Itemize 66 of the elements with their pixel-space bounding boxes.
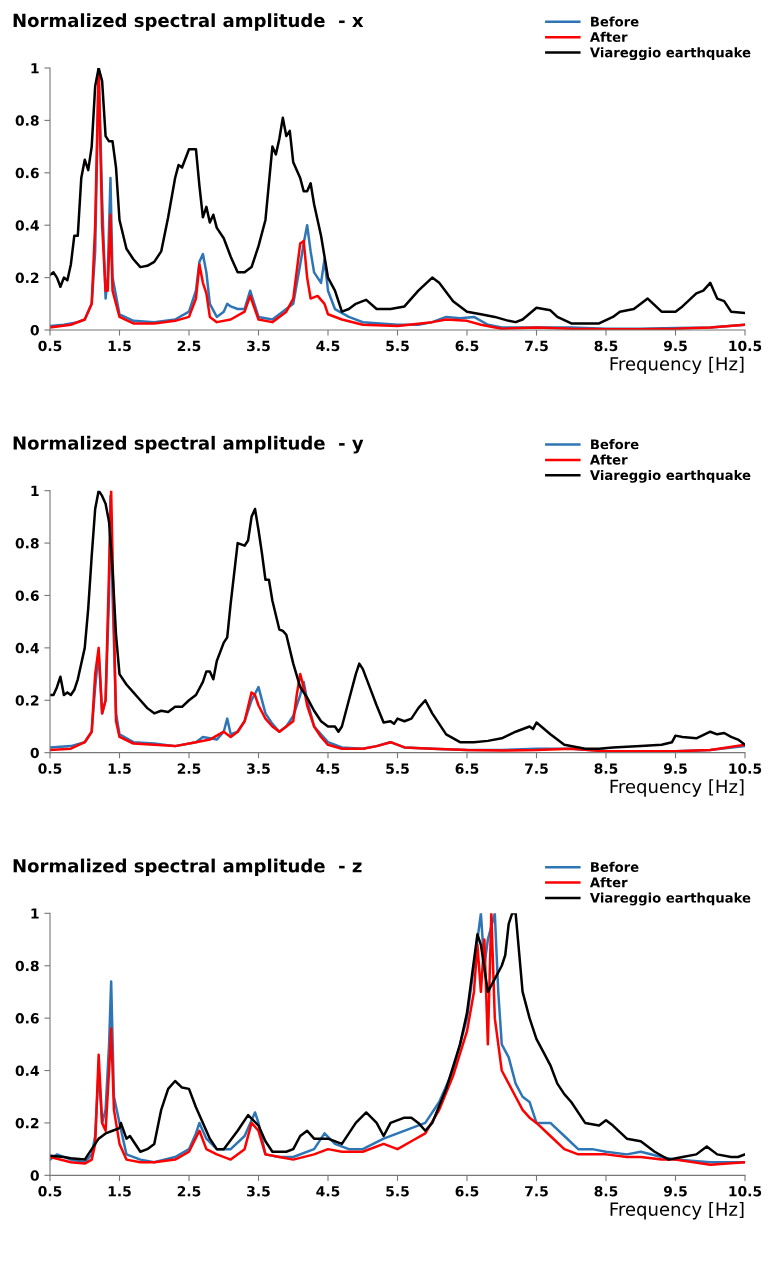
x-tick-label: 4.5 [316, 763, 340, 774]
y-tick-label: 0.8 [15, 115, 39, 126]
y-tick-label: 0.4 [15, 1065, 39, 1077]
y-tick-label: 0 [30, 324, 39, 336]
x-tick-label: 5.5 [386, 340, 409, 352]
x-tick-label: 2.5 [177, 763, 201, 774]
x-tick-label: 0.5 [38, 763, 62, 774]
legend-label: After [589, 454, 628, 465]
x-tick-label: 10.5 [729, 340, 762, 352]
chart-title: Normalized spectral amplitude - x [13, 13, 364, 31]
y-tick-label: 0.4 [15, 642, 39, 654]
x-tick-label: 7.5 [525, 763, 548, 774]
legend-label: Before [591, 861, 639, 872]
y-tick-label: 0.6 [15, 167, 39, 179]
x-axis-title: Frequency [Hz] [610, 1201, 744, 1220]
legend-label: After [589, 877, 628, 888]
chart-title: Normalized spectral amplitude - y [13, 435, 364, 454]
legend-label: Viareggio earthquake [589, 47, 751, 61]
legend-label: Viareggio earthquake [589, 469, 751, 483]
y-tick-label: 0.6 [15, 1013, 39, 1024]
x-tick-label: 9.5 [663, 1186, 687, 1197]
x-tick-label: 7.5 [525, 340, 548, 352]
y-tick-label: 0.2 [15, 1117, 39, 1129]
x-tick-label: 3.5 [247, 763, 270, 774]
x-tick-label: 0.5 [38, 1186, 62, 1197]
x-tick-label: 1.5 [108, 340, 131, 352]
y-tick-label: 1 [31, 485, 39, 496]
x-tick-label: 10.5 [729, 763, 762, 774]
y-tick-label: 0.2 [15, 272, 39, 284]
x-tick-label: 5.5 [386, 1186, 409, 1197]
legend-label: Viareggio earthquake [589, 892, 751, 906]
x-tick-label: 5.5 [386, 763, 409, 774]
y-tick-label: 1 [31, 63, 39, 74]
x-tick-label: 6.5 [455, 340, 479, 352]
x-tick-label: 4.5 [316, 340, 340, 352]
x-tick-label: 6.5 [455, 763, 479, 774]
x-tick-label: 6.5 [455, 1186, 479, 1197]
x-tick-label: 8.5 [594, 1186, 618, 1197]
x-tick-label: 9.5 [663, 340, 687, 352]
x-axis-title: Frequency [Hz] [610, 779, 744, 797]
y-tick-label: 0.4 [15, 220, 39, 231]
x-tick-label: 0.5 [38, 340, 62, 352]
x-tick-label: 1.5 [108, 1186, 131, 1197]
legend-label: Before [591, 16, 639, 27]
x-tick-label: 9.5 [663, 763, 687, 774]
chart-title: Normalized spectral amplitude - z [13, 858, 362, 877]
x-tick-label: 4.5 [316, 1186, 340, 1197]
legend-label: After [589, 31, 628, 43]
y-tick-label: 0 [30, 1170, 39, 1181]
y-tick-label: 0 [30, 747, 39, 759]
x-tick-label: 3.5 [247, 340, 270, 352]
y-tick-label: 0.6 [15, 590, 39, 601]
x-tick-label: 1.5 [108, 763, 131, 774]
y-tick-label: 0.8 [15, 960, 39, 972]
x-tick-label: 3.5 [247, 1186, 270, 1197]
x-tick-label: 8.5 [594, 340, 618, 352]
x-tick-label: 2.5 [177, 340, 201, 352]
x-axis-title: Frequency [Hz] [610, 356, 744, 375]
y-tick-label: 0.8 [15, 538, 39, 549]
x-tick-label: 7.5 [525, 1186, 548, 1197]
legend-label: Before [591, 439, 639, 450]
x-tick-label: 2.5 [177, 1186, 201, 1197]
y-tick-label: 0.2 [15, 695, 39, 706]
y-tick-label: 1 [31, 908, 39, 919]
x-tick-label: 10.5 [729, 1186, 762, 1197]
x-tick-label: 8.5 [594, 763, 618, 774]
